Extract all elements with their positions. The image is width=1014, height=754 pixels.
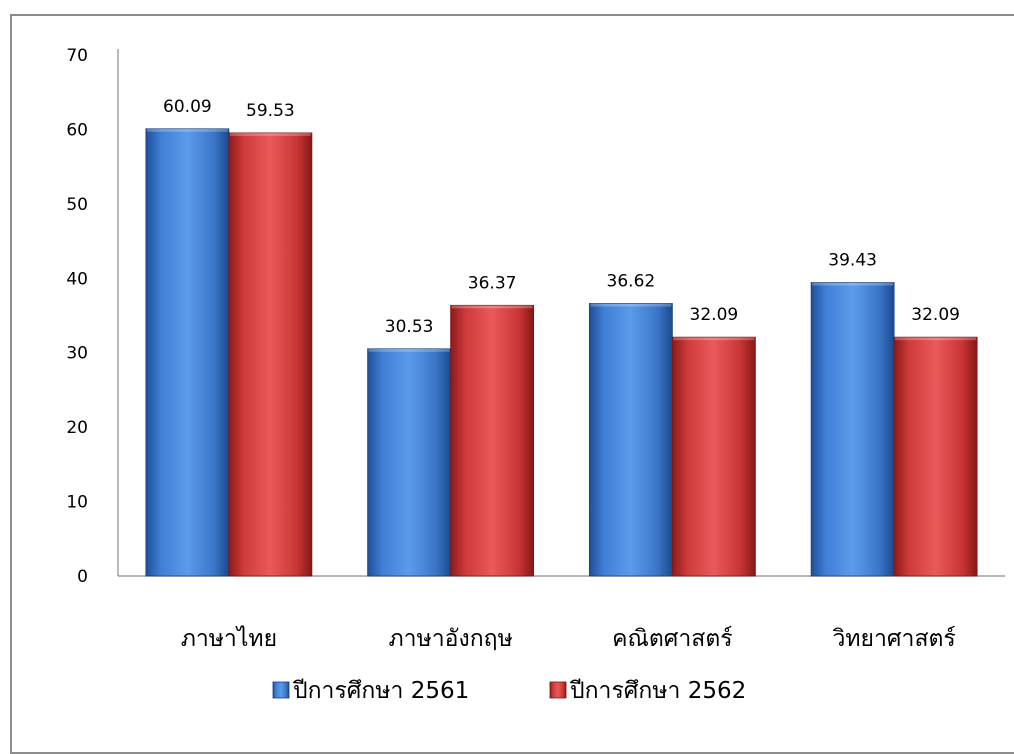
category-label: ภาษาไทย [181, 625, 277, 652]
y-tick-label: 10 [66, 493, 88, 513]
data-label: 36.62 [607, 271, 656, 291]
bar-2562-1 [450, 304, 535, 577]
bar-2562-2 [671, 336, 756, 577]
data-label: 32.09 [911, 305, 960, 325]
bar-highlight [368, 348, 450, 352]
bar-highlight [812, 282, 894, 286]
y-tick-label: 30 [66, 344, 88, 364]
legend: ปีการศึกษา 2561 ปีการศึกษา 2562 [272, 678, 746, 704]
data-label: 60.09 [163, 97, 212, 117]
bar-chart: 0 10 20 30 40 50 60 70 60.09 59.53 ภาษาไทย 30.53 36… [66, 46, 1005, 704]
bars [145, 128, 978, 577]
data-label: 32.09 [690, 305, 739, 325]
data-label: 59.53 [246, 101, 295, 121]
data-label: 39.43 [828, 251, 877, 271]
bar-2561-1 [367, 348, 452, 577]
y-tick-label: 50 [66, 195, 88, 215]
bar-highlight [895, 337, 977, 341]
bar-2561-3 [810, 282, 895, 577]
bar-highlight [146, 128, 228, 132]
y-tick-label: 70 [66, 46, 88, 66]
legend-swatch [549, 681, 567, 699]
legend-label: ปีการศึกษา 2562 [569, 678, 746, 704]
data-labels: 60.09 59.53 ภาษาไทย 30.53 36.37 ภาษาอังกฤษ 36.… [163, 97, 960, 652]
data-label: 30.53 [385, 317, 434, 337]
category-label: วิทยาศาสตร์ [832, 625, 955, 652]
bar-2562-3 [893, 336, 978, 577]
y-tick-label: 0 [77, 567, 88, 587]
y-tick-label: 40 [66, 269, 88, 289]
category-label: ภาษาอังกฤษ [389, 626, 513, 652]
bar-highlight [229, 132, 311, 136]
category-label: คณิตศาสตร์ [612, 625, 733, 652]
bar-2561-0 [145, 128, 230, 577]
legend-label: ปีการศึกษา 2561 [292, 678, 469, 704]
bar-highlight [673, 337, 755, 341]
bar-highlight [451, 305, 533, 309]
bar-highlight [590, 303, 672, 307]
y-tick-label: 60 [66, 120, 88, 140]
bar-2561-2 [588, 303, 673, 577]
data-label: 36.37 [468, 273, 517, 293]
bar-2562-0 [228, 132, 313, 577]
legend-swatch [272, 681, 290, 699]
y-tick-label: 20 [66, 418, 88, 438]
